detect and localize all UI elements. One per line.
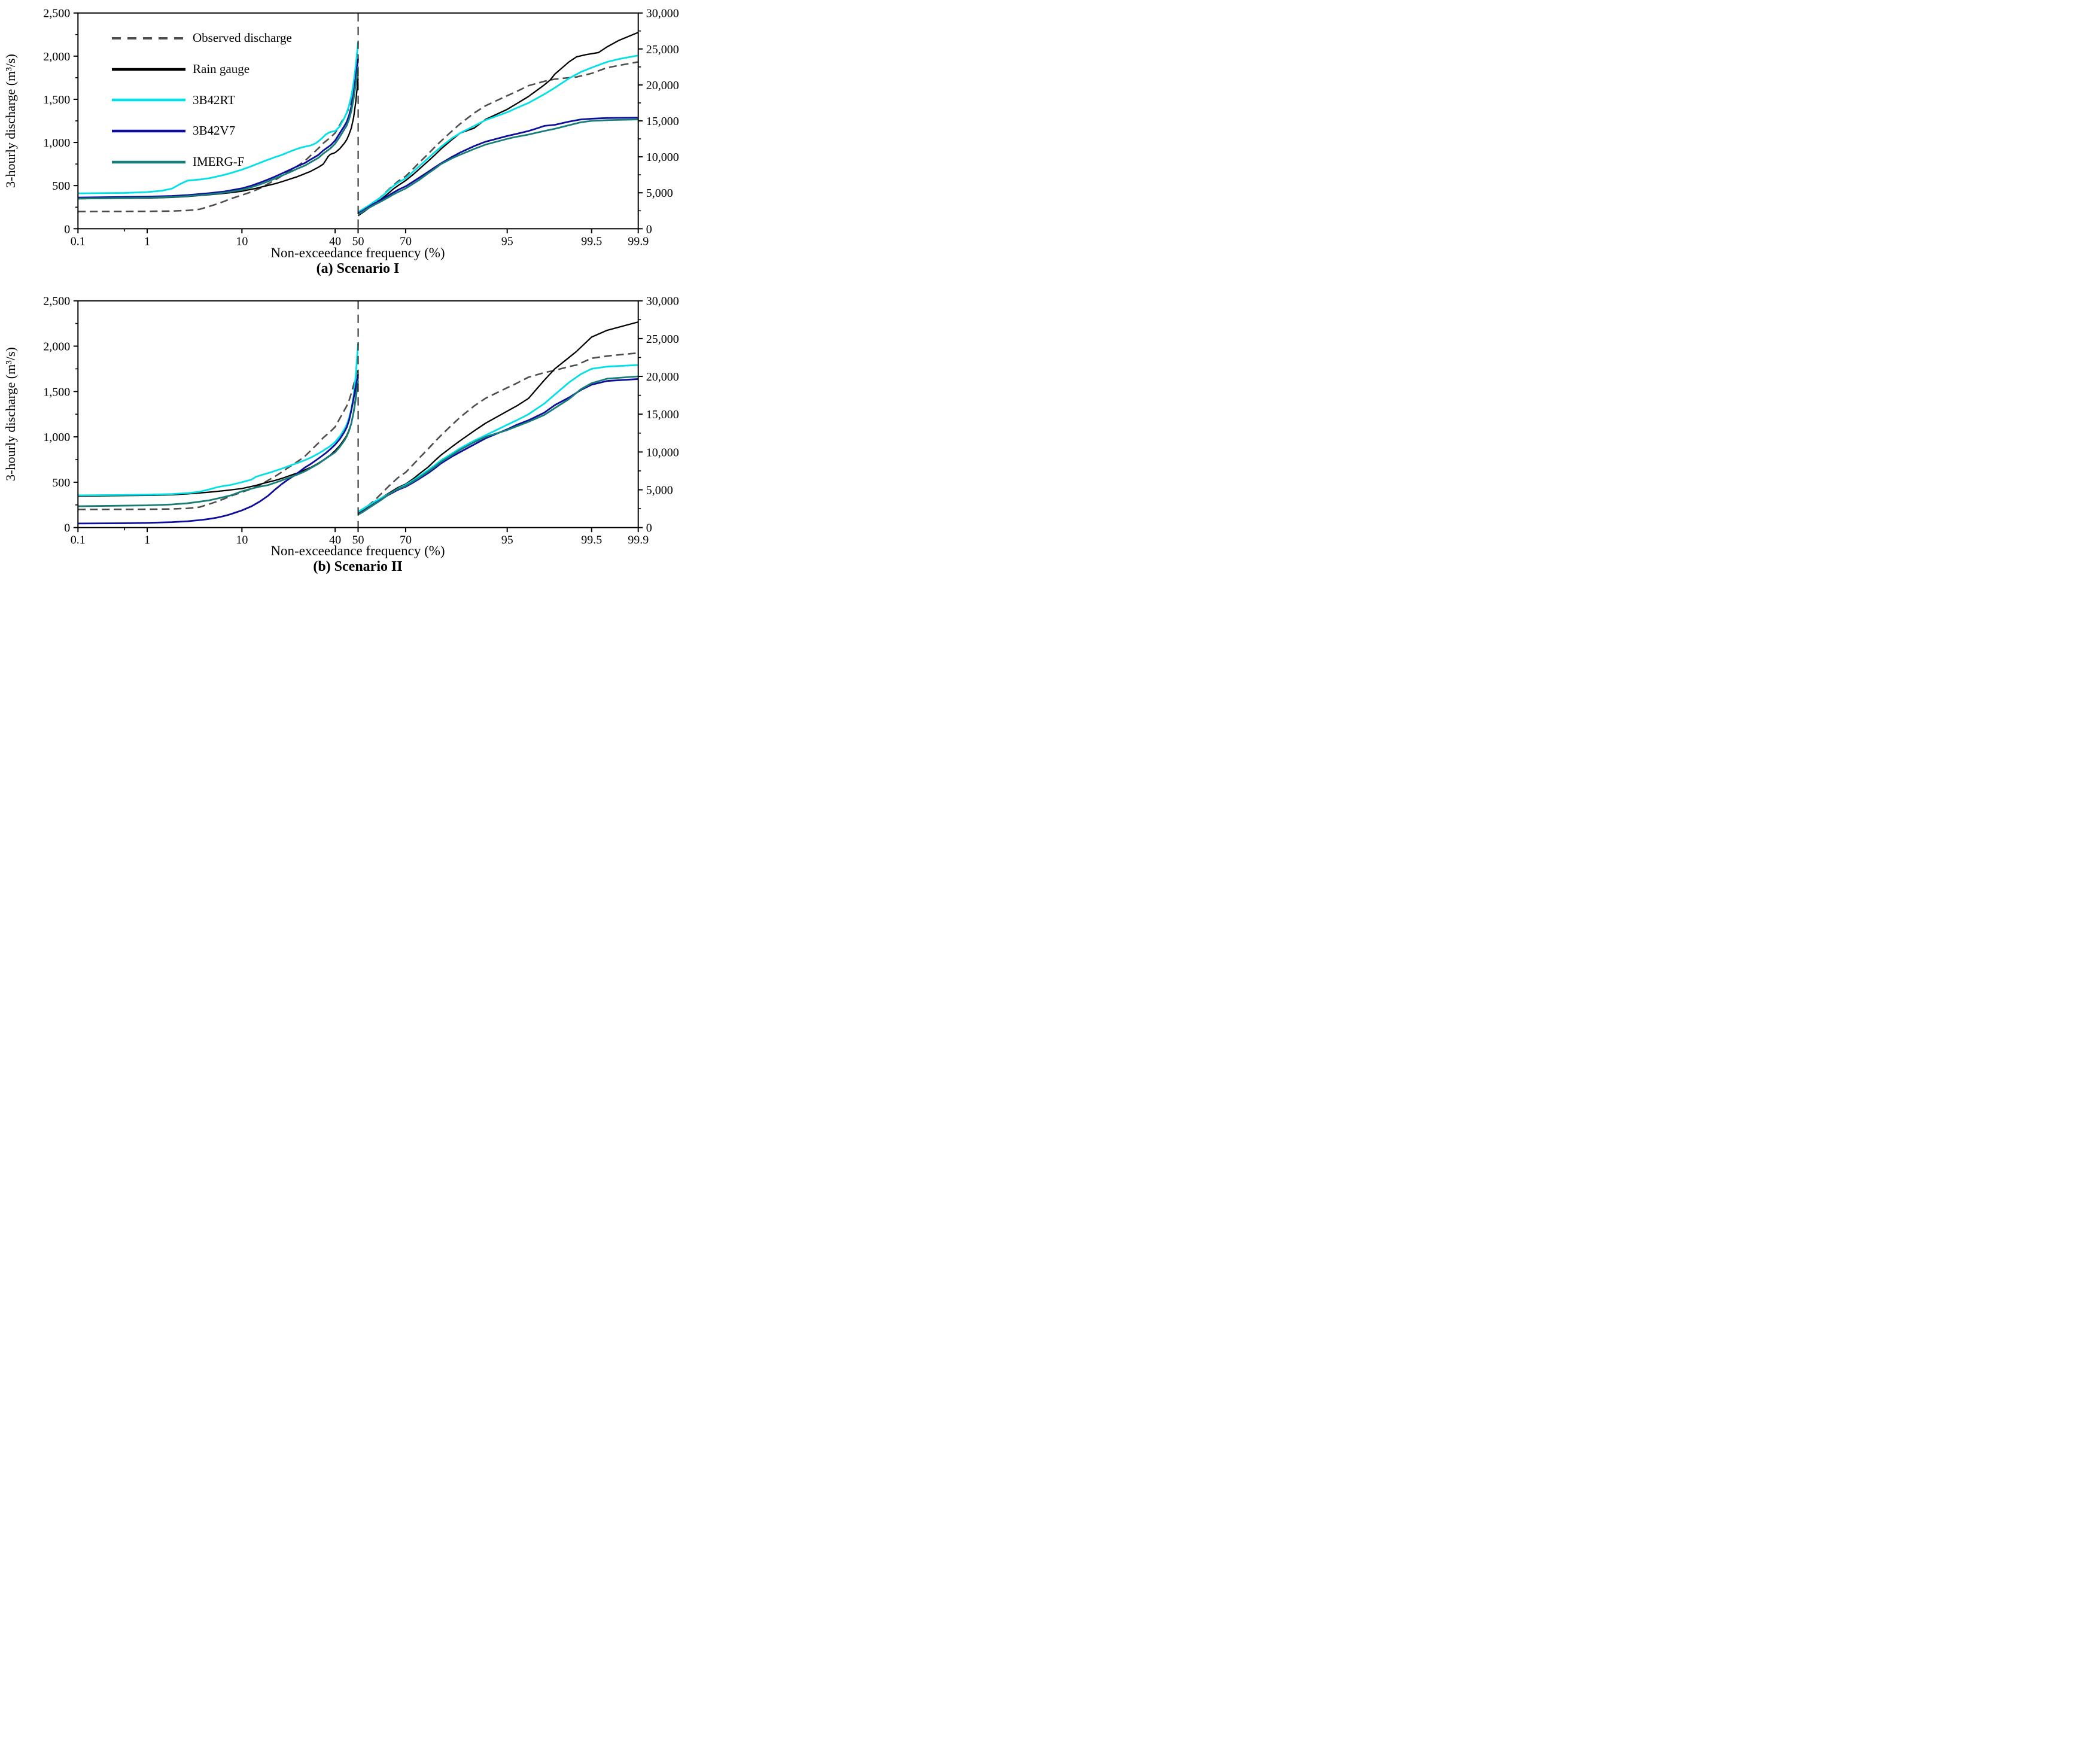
legend-swatch-imerg-f-line: [112, 160, 185, 163]
series-3b42v7-left-line: [78, 58, 359, 199]
legend-item-observed-discharge: Observed discharge: [112, 23, 292, 54]
x-tick-label: 50: [352, 235, 364, 248]
caption-panel-b: (b) Scenario II: [313, 559, 403, 574]
y-right-tick-label: 15,000: [646, 115, 679, 128]
x-tick-label: 50: [352, 534, 364, 547]
x-tick-label: 99.9: [628, 235, 649, 248]
y-left-tick-label: 0: [64, 522, 70, 535]
caption-panel-a: (a) Scenario I: [316, 261, 400, 276]
series-3b42v7-left-line: [78, 374, 359, 525]
series-imerg-f-left-line: [78, 380, 359, 507]
series-imerg-f-right-line: [357, 375, 638, 516]
series-3b42rt-right-line: [357, 54, 638, 213]
y-left-tick-label: 2,500: [43, 7, 70, 20]
series-observed-discharge-right-line: [357, 352, 638, 515]
figure: 0.1 1 10 40 50 70 95 99.5 99.9 0 500 1,000 1,500 2,00…: [0, 0, 695, 588]
series-rain-gauge-right-line: [357, 321, 638, 515]
y-left-tick-label: 2,000: [43, 340, 70, 354]
legend-swatch-rain-gauge-line: [112, 68, 185, 71]
y-right-tick-label: 5,000: [646, 187, 673, 200]
legend: Observed discharge Rain gauge 3B42RT 3B42V7…: [112, 23, 292, 177]
x-tick-label: 0.1: [71, 235, 86, 248]
y-right-tick-label: 30,000: [646, 7, 679, 20]
y-left-tick-label: 1,500: [43, 385, 70, 399]
x-tick-label: 95: [501, 235, 513, 248]
series-group: [78, 32, 638, 217]
legend-item-3b42v7: 3B42V7: [112, 115, 292, 147]
x-tick-label: 70: [400, 235, 412, 248]
series-group: [78, 321, 638, 525]
y-left-tick-label: 1,000: [43, 136, 70, 150]
y-left-tick-label: 2,500: [43, 295, 70, 308]
legend-swatch-3b42v7-line: [112, 129, 185, 133]
series-imerg-f-right-line: [357, 118, 638, 215]
legend-label: 3B42RT: [193, 92, 236, 107]
series-3b42rt-left-line: [78, 42, 359, 194]
y-right-tick-label: 20,000: [646, 79, 679, 92]
y-right-tick-label: 15,000: [646, 408, 679, 421]
x-tick-label: 0.1: [71, 534, 86, 547]
panel-b: 0.1 1 10 40 50 70 95 99.5 99.905001,0001,5002,00…: [43, 295, 679, 547]
legend-label: 3B42V7: [193, 123, 236, 138]
y-right-tick-label: 25,000: [646, 333, 679, 346]
x-tick-label: 99.9: [628, 534, 649, 547]
x-tick-label: 1: [144, 534, 150, 547]
x-axis-label-panel-a: Non-exceedance frequency (%): [270, 245, 445, 260]
series-3b42rt-left-line: [78, 343, 359, 497]
legend-item-rain-gauge: Rain gauge: [112, 54, 292, 85]
legend-item-3b42rt: 3B42RT: [112, 84, 292, 115]
y-left-tick-label: 500: [52, 180, 70, 193]
y-right-tick-label: 20,000: [646, 370, 679, 384]
x-tick-label: 95: [501, 534, 513, 547]
y-left-tick-label: 1,500: [43, 93, 70, 107]
x-tick-label: 1: [144, 235, 150, 248]
series-3b42v7-right-line: [357, 117, 638, 214]
y-left-tick-label: 0: [64, 223, 70, 236]
series-imerg-f-left-line: [78, 66, 359, 200]
legend-swatch-3b42rt-line: [112, 98, 185, 102]
y-right-tick-label: 10,000: [646, 446, 679, 459]
y-axis-label-panel-a: 3-hourly discharge (m³/s): [3, 54, 18, 188]
x-tick-label: 99.5: [581, 534, 602, 547]
legend-swatch-observed-discharge-line: [112, 37, 185, 39]
y-left-tick-label: 500: [52, 476, 70, 489]
series-rain-gauge-left-line: [78, 376, 359, 497]
series-observed-discharge-left-line: [78, 367, 359, 510]
y-right-tick-label: 30,000: [646, 295, 679, 308]
panel-a: 0.1 1 10 40 50 70 95 99.5 99.905001,0001,5002,00…: [43, 7, 679, 248]
series-3b42v7-right-line: [357, 378, 638, 515]
x-tick-label: 70: [400, 534, 412, 547]
y-left-tick-label: 1,000: [43, 431, 70, 444]
y-right-tick-label: 5,000: [646, 484, 673, 497]
y-right-tick-label: 0: [646, 223, 652, 236]
y-right-tick-label: 0: [646, 522, 652, 535]
x-tick-label: 40: [329, 534, 341, 547]
dual-panel-chart: 0.1 1 10 40 50 70 95 99.5 99.905001,0001,5002,00…: [43, 7, 679, 547]
legend-label: Observed discharge: [193, 31, 292, 45]
x-tick-label: 10: [236, 235, 248, 248]
y-right-tick-label: 10,000: [646, 151, 679, 164]
x-axis-label-panel-b: Non-exceedance frequency (%): [270, 543, 445, 558]
y-left-tick-label: 2,000: [43, 50, 70, 63]
legend-item-imerg-f: IMERG-F: [112, 147, 292, 178]
series-3b42rt-right-line: [357, 364, 638, 513]
legend-label: Rain gauge: [193, 62, 250, 77]
x-tick-label: 10: [236, 534, 248, 547]
x-tick-label: 99.5: [581, 235, 602, 248]
x-tick-label: 40: [329, 235, 341, 248]
y-right-tick-label: 25,000: [646, 43, 679, 56]
legend-label: IMERG-F: [193, 154, 245, 169]
y-axis-label-panel-b: 3-hourly discharge (m³/s): [3, 347, 18, 481]
